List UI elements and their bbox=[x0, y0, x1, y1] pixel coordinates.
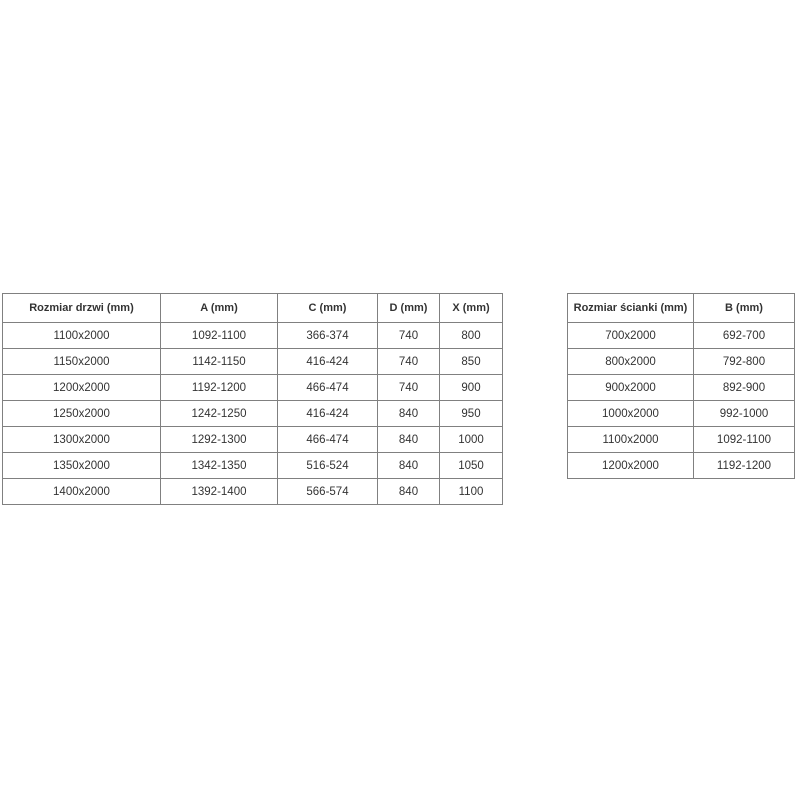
wall-size-table: Rozmiar ścianki (mm) B (mm) 700x2000 692-7… bbox=[567, 293, 795, 479]
table-cell: 900 bbox=[439, 374, 503, 401]
table-cell: 1100x2000 bbox=[2, 322, 161, 349]
table-cell: 800 bbox=[439, 322, 503, 349]
column-header: Rozmiar ścianki (mm) bbox=[567, 293, 694, 323]
table-cell: 892-900 bbox=[693, 374, 795, 401]
table-cell: 416-424 bbox=[277, 348, 378, 375]
table-cell: 1192-1200 bbox=[693, 452, 795, 479]
table-row: 900x2000 892-900 bbox=[567, 374, 795, 401]
table-cell: 566-574 bbox=[277, 478, 378, 505]
door-table-header-row: Rozmiar drzwi (mm) A (mm) C (mm) D (mm) X (m… bbox=[2, 293, 503, 323]
table-row: 1300x2000 1292-1300 466-474 840 1000 bbox=[2, 426, 503, 453]
table-row: 800x2000 792-800 bbox=[567, 348, 795, 375]
wall-table-header-row: Rozmiar ścianki (mm) B (mm) bbox=[567, 293, 795, 323]
table-cell: 1050 bbox=[439, 452, 503, 479]
column-header: Rozmiar drzwi (mm) bbox=[2, 293, 161, 323]
table-cell: 416-424 bbox=[277, 400, 378, 427]
table-cell: 1000x2000 bbox=[567, 400, 694, 427]
table-row: 1100x2000 1092-1100 bbox=[567, 426, 795, 453]
table-cell: 1000 bbox=[439, 426, 503, 453]
table-row: 1200x2000 1192-1200 bbox=[567, 452, 795, 479]
table-cell: 900x2000 bbox=[567, 374, 694, 401]
table-row: 1000x2000 992-1000 bbox=[567, 400, 795, 427]
table-cell: 516-524 bbox=[277, 452, 378, 479]
table-cell: 466-474 bbox=[277, 426, 378, 453]
column-header: C (mm) bbox=[277, 293, 378, 323]
table-cell: 1100 bbox=[439, 478, 503, 505]
table-cell: 740 bbox=[377, 322, 440, 349]
table-cell: 840 bbox=[377, 478, 440, 505]
column-header: A (mm) bbox=[160, 293, 278, 323]
table-cell: 1192-1200 bbox=[160, 374, 278, 401]
table-cell: 692-700 bbox=[693, 322, 795, 349]
table-cell: 700x2000 bbox=[567, 322, 694, 349]
table-cell: 840 bbox=[377, 426, 440, 453]
table-cell: 1100x2000 bbox=[567, 426, 694, 453]
column-header: D (mm) bbox=[377, 293, 440, 323]
table-cell: 1242-1250 bbox=[160, 400, 278, 427]
table-cell: 1200x2000 bbox=[2, 374, 161, 401]
table-cell: 992-1000 bbox=[693, 400, 795, 427]
door-size-table: Rozmiar drzwi (mm) A (mm) C (mm) D (mm) X (m… bbox=[2, 293, 503, 505]
table-row: 1200x2000 1192-1200 466-474 740 900 bbox=[2, 374, 503, 401]
table-cell: 1392-1400 bbox=[160, 478, 278, 505]
table-cell: 1150x2000 bbox=[2, 348, 161, 375]
table-row: 1100x2000 1092-1100 366-374 740 800 bbox=[2, 322, 503, 349]
table-cell: 1142-1150 bbox=[160, 348, 278, 375]
table-cell: 850 bbox=[439, 348, 503, 375]
table-cell: 840 bbox=[377, 452, 440, 479]
table-cell: 950 bbox=[439, 400, 503, 427]
table-cell: 1092-1100 bbox=[160, 322, 278, 349]
table-cell: 1400x2000 bbox=[2, 478, 161, 505]
table-row: 1150x2000 1142-1150 416-424 740 850 bbox=[2, 348, 503, 375]
wall-table-body: 700x2000 692-700 800x2000 792-800 900x2000 89… bbox=[567, 322, 795, 479]
table-cell: 740 bbox=[377, 348, 440, 375]
table-cell: 792-800 bbox=[693, 348, 795, 375]
door-table-body: 1100x2000 1092-1100 366-374 740 800 1150x2000… bbox=[2, 322, 503, 505]
column-header: X (mm) bbox=[439, 293, 503, 323]
table-row: 1350x2000 1342-1350 516-524 840 1050 bbox=[2, 452, 503, 479]
table-cell: 1300x2000 bbox=[2, 426, 161, 453]
table-row: 1400x2000 1392-1400 566-574 840 1100 bbox=[2, 478, 503, 505]
table-row: 1250x2000 1242-1250 416-424 840 950 bbox=[2, 400, 503, 427]
table-row: 700x2000 692-700 bbox=[567, 322, 795, 349]
table-cell: 1350x2000 bbox=[2, 452, 161, 479]
table-cell: 466-474 bbox=[277, 374, 378, 401]
table-cell: 1292-1300 bbox=[160, 426, 278, 453]
table-cell: 366-374 bbox=[277, 322, 378, 349]
column-header: B (mm) bbox=[693, 293, 795, 323]
table-cell: 740 bbox=[377, 374, 440, 401]
table-cell: 800x2000 bbox=[567, 348, 694, 375]
table-cell: 840 bbox=[377, 400, 440, 427]
table-cell: 1200x2000 bbox=[567, 452, 694, 479]
table-cell: 1092-1100 bbox=[693, 426, 795, 453]
table-cell: 1342-1350 bbox=[160, 452, 278, 479]
table-cell: 1250x2000 bbox=[2, 400, 161, 427]
